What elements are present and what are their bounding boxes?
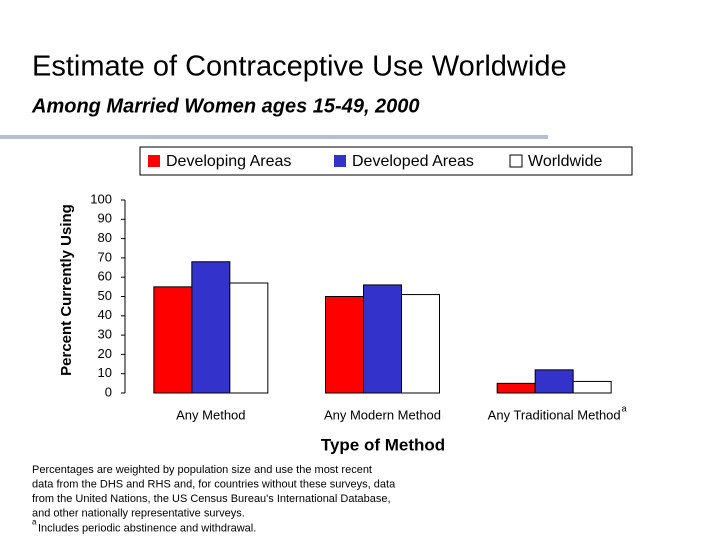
bar [401, 294, 440, 394]
legend-label: Worldwide [528, 153, 603, 170]
x-axis-title: Type of Method [321, 435, 445, 454]
footnote-line: data from the DHS and RHS and, for count… [32, 479, 396, 491]
y-tick-label: 70 [98, 249, 112, 264]
y-tick-label: 90 [98, 211, 112, 226]
y-tick-label: 0 [105, 384, 112, 399]
footnote-line: Percentages are weighted by population s… [32, 464, 372, 476]
legend-label: Developed Areas [352, 153, 474, 170]
y-tick-label: 40 [98, 307, 112, 322]
bar [325, 296, 364, 394]
bar [572, 380, 612, 394]
x-tick-label: Any Method [176, 407, 245, 422]
divider [0, 135, 548, 139]
y-tick-label: 80 [98, 230, 112, 245]
bar [153, 286, 193, 394]
bar [229, 282, 269, 394]
bar [191, 261, 231, 394]
chart-subtitle: Among Married Women ages 15-49, 2000 [31, 95, 420, 117]
footnote-marker: a [32, 518, 37, 527]
y-tick-label: 10 [98, 365, 112, 380]
footnote-line: and other nationally representative surv… [32, 508, 245, 520]
footnote-line: Includes periodic abstinence and withdra… [38, 522, 256, 534]
footnote-marker: a [622, 403, 627, 413]
bar [534, 369, 574, 394]
legend-swatch [334, 155, 346, 167]
y-axis-title: Percent Currently Using [58, 204, 75, 376]
chart-title: Estimate of Contraceptive Use Worldwide [32, 51, 567, 83]
bar [363, 284, 402, 394]
legend-box [139, 146, 633, 176]
y-tick-label: 60 [98, 269, 112, 284]
y-tick-label: 20 [98, 346, 112, 361]
legend-swatch [509, 154, 523, 168]
legend-label: Developing Areas [166, 153, 291, 170]
y-tick-label: 50 [98, 288, 112, 303]
x-tick-label: Any Modern Method [324, 407, 441, 422]
y-tick-label: 30 [98, 327, 112, 342]
bar [496, 382, 536, 394]
legend-swatch [148, 155, 160, 167]
y-tick-label: 100 [90, 191, 112, 206]
footnote-line: from the United Nations, the US Census B… [32, 493, 391, 505]
x-tick-label: Any Traditional Method [488, 407, 621, 422]
